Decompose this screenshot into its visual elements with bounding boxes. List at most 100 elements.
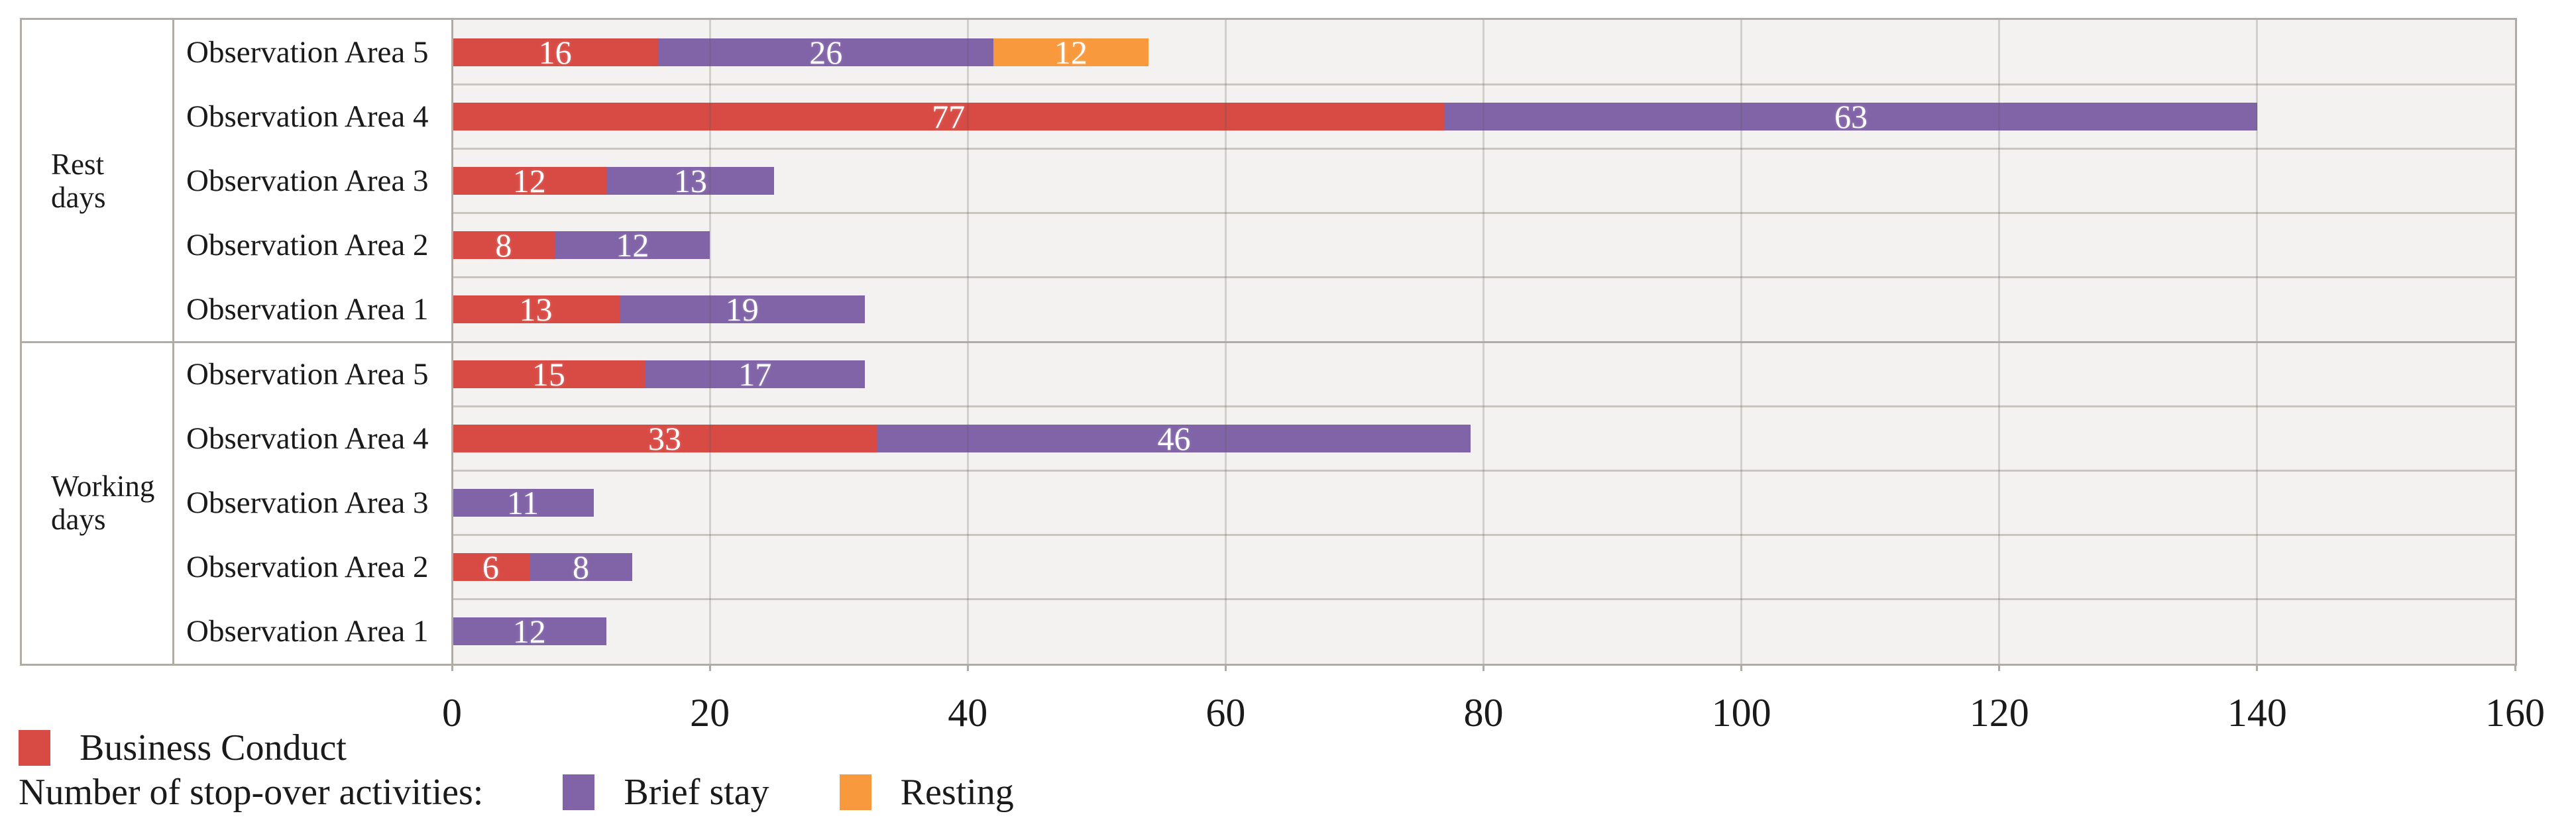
group-label-text: Working days — [51, 469, 155, 536]
bar-segment-resting: 12 — [993, 33, 1148, 71]
value-label: 63 — [1834, 97, 1868, 135]
x-tick-label-100: 100 — [1711, 691, 1771, 735]
category-column-border — [451, 20, 453, 664]
category-label: Observation Area 2 — [186, 550, 429, 585]
value-label: 19 — [725, 291, 759, 329]
x-tick-label-140: 140 — [2227, 691, 2287, 735]
category-label: Observation Area 3 — [186, 163, 429, 198]
category-label: Observation Area 1 — [186, 292, 429, 327]
x-tick-mark-140 — [2256, 664, 2259, 671]
legend-label-resting: Resting — [900, 772, 1014, 813]
value-label: 46 — [1157, 419, 1191, 457]
x-tick-label-80: 80 — [1463, 691, 1504, 735]
x-tick-mark-120 — [1998, 664, 2001, 671]
group-label-text: Rest days — [51, 147, 106, 214]
category-label: Observation Area 4 — [186, 421, 429, 456]
x-tick-mark-80 — [1483, 664, 1484, 671]
x-tick-mark-0 — [451, 664, 453, 671]
value-label: 13 — [673, 162, 707, 199]
value-label: 12 — [512, 613, 546, 651]
value-label: 13 — [519, 291, 553, 329]
legend-row-1: Business Conduct — [19, 727, 347, 768]
bar-row: 33 46 — [452, 406, 2515, 470]
bar-row: 8 12 — [452, 213, 2515, 278]
category-label: Observation Area 3 — [186, 485, 429, 520]
category-label: Observation Area 4 — [186, 99, 429, 134]
bar-row: 77 63 — [452, 84, 2515, 148]
category-label: Observation Area 1 — [186, 614, 429, 649]
category-label: Observation Area 5 — [186, 34, 429, 70]
bar-segment-business-conduct: 8 — [452, 229, 555, 262]
row-separator — [452, 83, 2515, 85]
bar-segment-business-conduct: 13 — [452, 291, 620, 329]
bar-segment-brief-stay: 46 — [877, 419, 1471, 457]
value-label: 8 — [573, 549, 590, 586]
bar-segment-brief-stay: 8 — [529, 549, 633, 586]
x-tick-label-0: 0 — [442, 691, 462, 735]
bar-row: 13 19 — [452, 278, 2515, 342]
value-label: 6 — [482, 549, 499, 586]
category-label: Observation Area 2 — [186, 228, 429, 263]
bar-segment-business-conduct: 15 — [452, 355, 645, 393]
bar-segment-business-conduct: 12 — [452, 162, 607, 199]
bar-segment-brief-stay: 12 — [555, 227, 710, 264]
x-tick-mark-100 — [1740, 664, 1743, 671]
row-separator — [452, 276, 2515, 279]
group-separator — [22, 340, 2515, 343]
bar-row: 12 — [452, 600, 2515, 664]
value-label: 11 — [506, 484, 539, 521]
value-label: 26 — [809, 33, 843, 71]
bar-segment-business-conduct: 33 — [452, 419, 878, 457]
legend-swatch-business-conduct — [19, 730, 50, 766]
x-tick-mark-160 — [2514, 664, 2516, 671]
row-separator — [452, 212, 2515, 215]
group-label-rest-days: Rest days — [22, 20, 173, 342]
row-separator — [452, 469, 2515, 472]
bar-row: 11 — [452, 470, 2515, 535]
row-separator — [452, 534, 2515, 537]
x-tick-label-120: 120 — [1969, 691, 2029, 735]
group-label-working-days: Working days — [22, 342, 173, 664]
bar-row: 16 26 12 — [452, 20, 2515, 84]
legend-swatch-brief-stay — [563, 774, 595, 810]
bar-segment-business-conduct: 16 — [452, 33, 659, 71]
value-label: 77 — [932, 97, 966, 135]
row-separator — [452, 147, 2515, 150]
row-separator — [452, 405, 2515, 407]
bar-segment-brief-stay: 17 — [645, 355, 865, 393]
legend-label-brief-stay: Brief stay — [624, 772, 769, 813]
x-tick-mark-60 — [1224, 664, 1227, 671]
bar-row: 12 13 — [452, 148, 2515, 213]
bar-segment-brief-stay: 12 — [452, 613, 607, 651]
x-tick-label-20: 20 — [690, 691, 730, 735]
value-label: 12 — [512, 162, 546, 199]
value-label: 12 — [616, 227, 649, 264]
value-label: 16 — [538, 33, 572, 71]
category-label: Observation Area 5 — [186, 356, 429, 392]
group-column-border — [172, 20, 174, 664]
legend-row-2: Number of stop-over activities: Brief st… — [19, 772, 1014, 813]
bar-segment-brief-stay: 26 — [658, 33, 994, 71]
value-label: 15 — [532, 355, 565, 393]
x-tick-label-60: 60 — [1205, 691, 1246, 735]
bar-segment-brief-stay: 11 — [452, 484, 594, 521]
bar-segment-brief-stay: 19 — [619, 291, 865, 329]
x-tick-mark-20 — [708, 664, 711, 671]
value-label: 33 — [648, 419, 682, 457]
bar-segment-business-conduct: 77 — [452, 97, 1445, 135]
x-tick-label-160: 160 — [2485, 691, 2545, 735]
value-label: 12 — [1054, 33, 1088, 71]
legend-label-business-conduct: Business Conduct — [80, 727, 347, 768]
x-tick-mark-40 — [966, 664, 969, 671]
value-label: 17 — [738, 355, 772, 393]
bar-segment-brief-stay: 13 — [606, 162, 775, 199]
x-tick-label-40: 40 — [948, 691, 988, 735]
chart-table: Rest days Working days Observation Area 5 1… — [20, 18, 2517, 666]
legend-swatch-resting — [839, 774, 871, 810]
row-separator — [452, 598, 2515, 601]
bar-segment-business-conduct: 6 — [452, 549, 530, 586]
legend-prefix: Number of stop-over activities: — [19, 772, 484, 813]
bar-segment-brief-stay: 63 — [1445, 97, 2257, 135]
